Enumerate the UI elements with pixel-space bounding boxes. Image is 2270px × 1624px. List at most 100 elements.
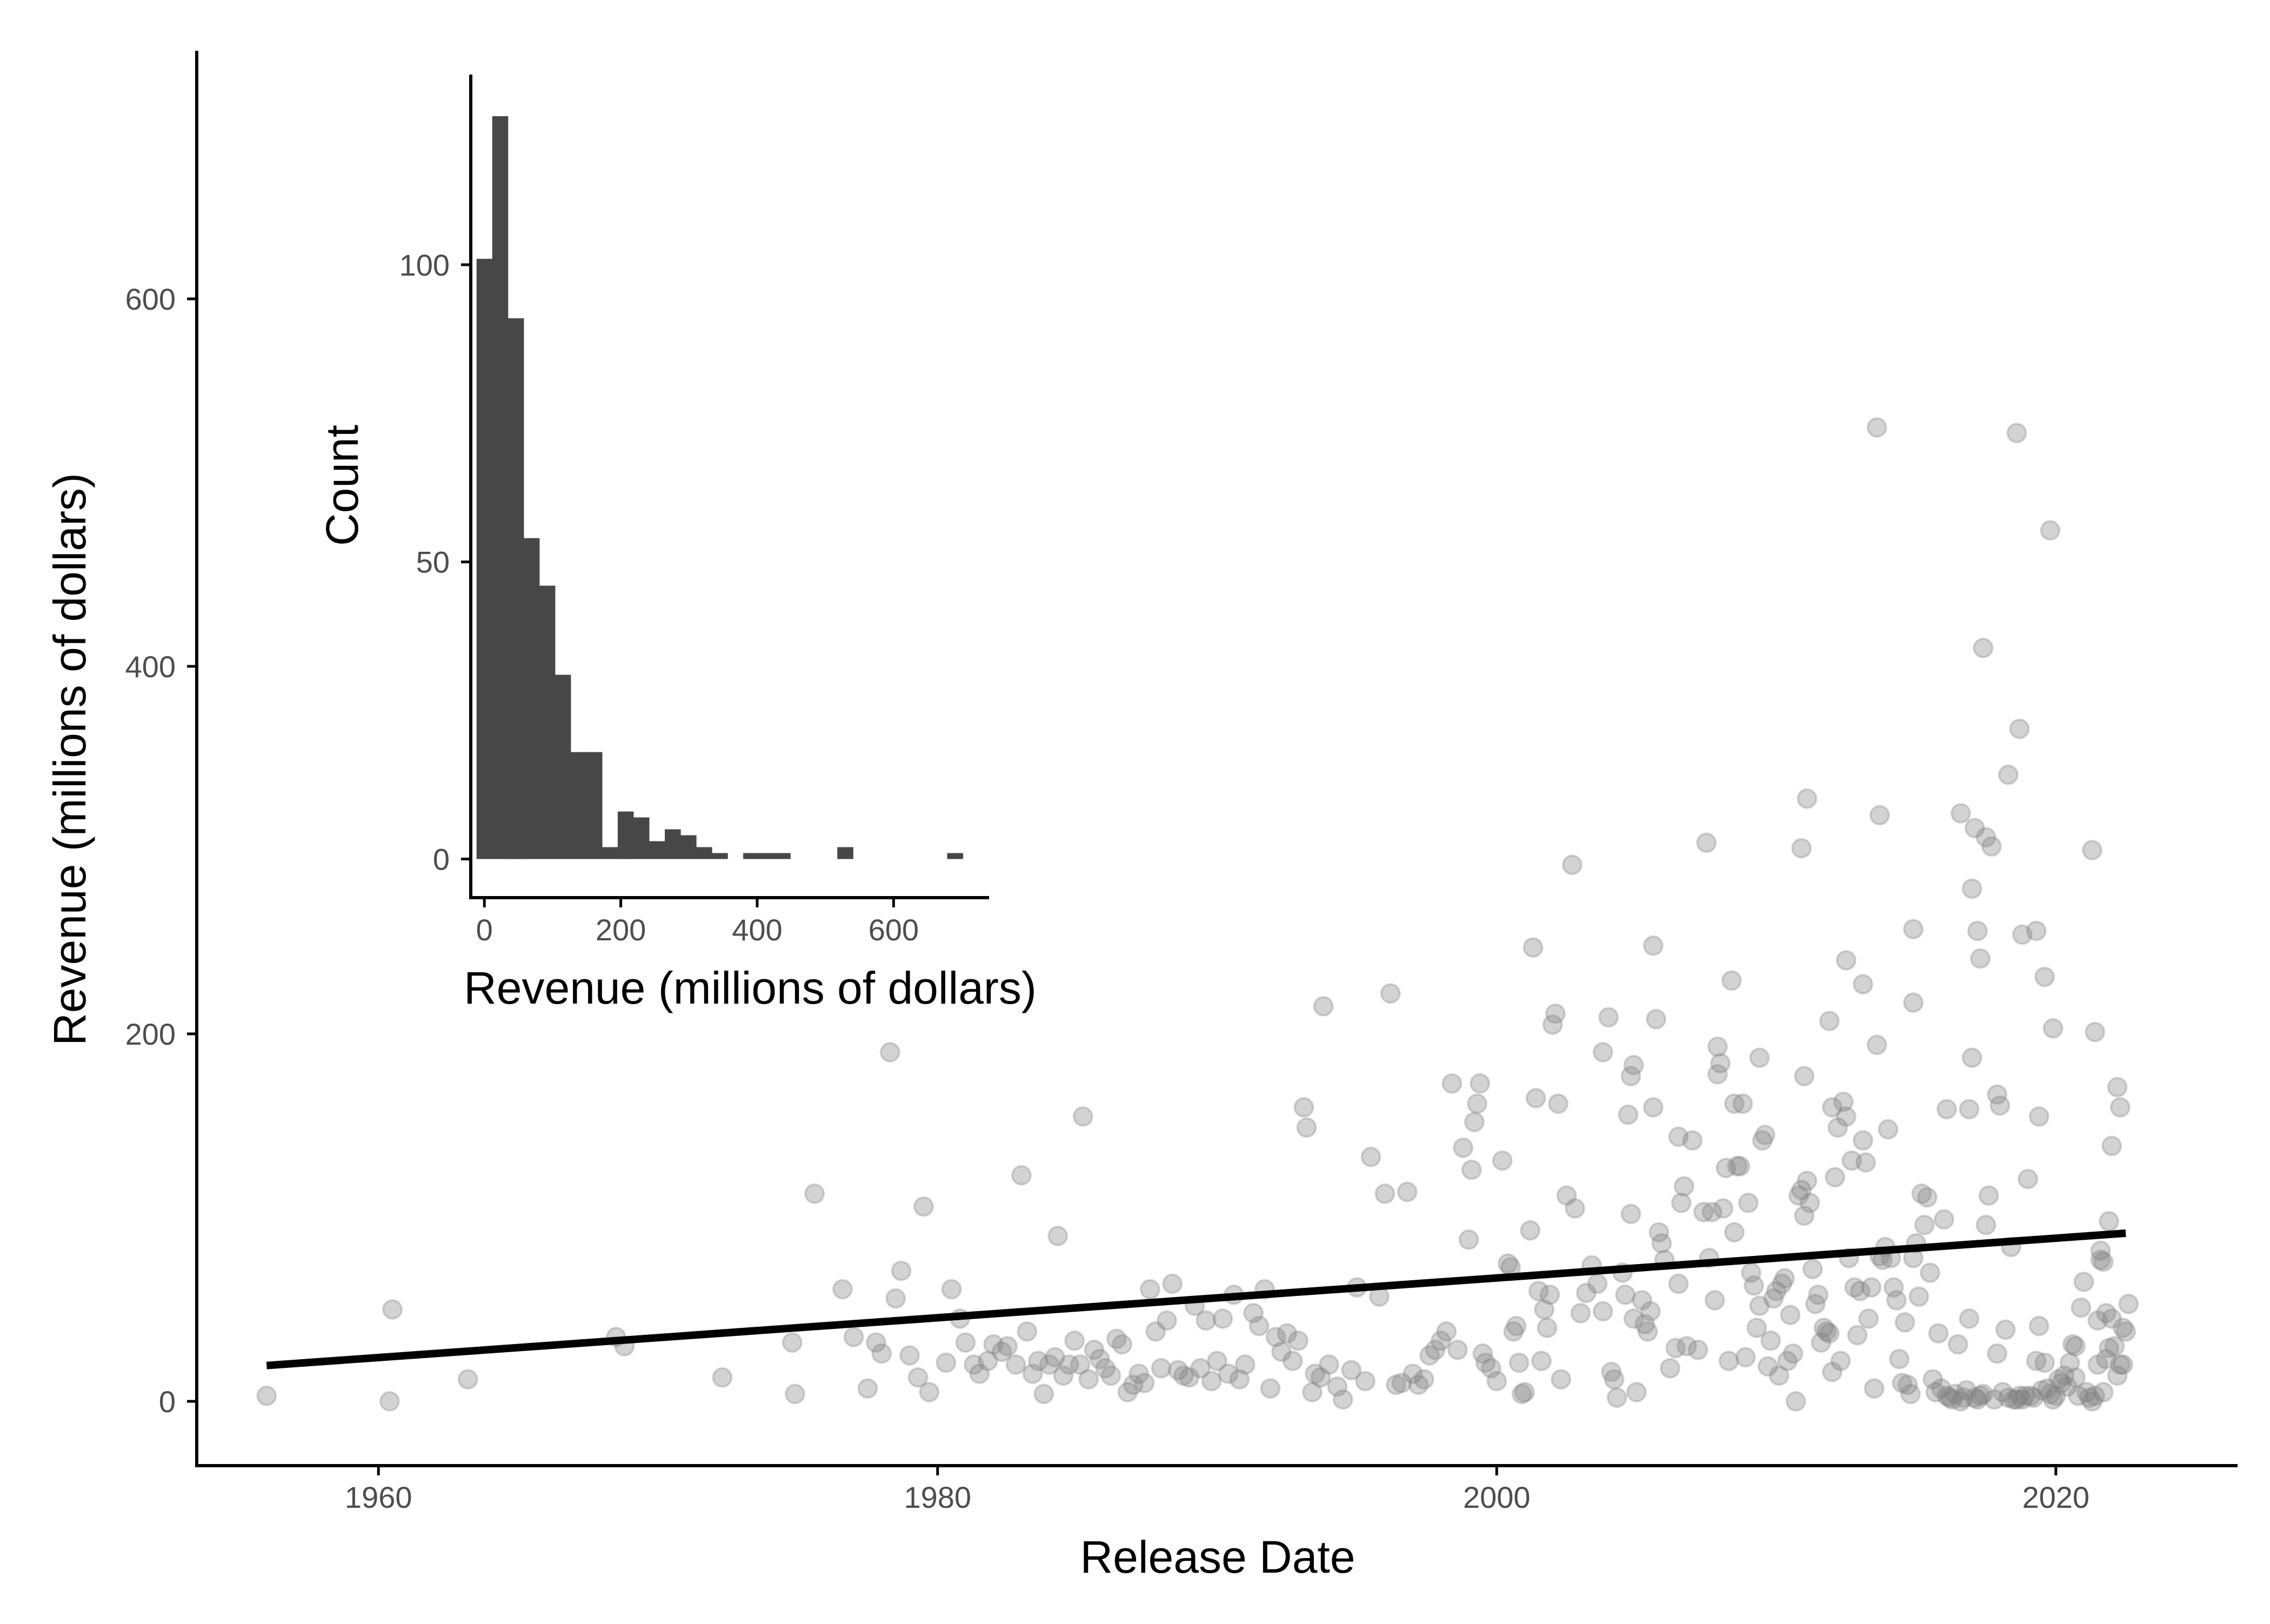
scatter-point [1914, 1214, 1935, 1235]
scatter-point [2093, 1251, 2114, 1272]
scatter-point [2006, 1389, 2027, 1410]
scatter-point [1022, 1364, 1043, 1384]
scatter-point [1754, 1125, 1775, 1145]
main-trend-line [266, 1229, 2126, 1369]
scatter-point [1861, 1277, 1882, 1298]
scatter-point [1632, 1290, 1653, 1311]
scatter-point [1313, 996, 1334, 1017]
scatter-point [1293, 1097, 1314, 1118]
scatter-point [1084, 1339, 1105, 1360]
scatter-point [1749, 1295, 1770, 1316]
scatter-point [1623, 1308, 1644, 1329]
scatter-point [1545, 1003, 1566, 1024]
scatter-point [1707, 1064, 1728, 1085]
scatter-point [1928, 1323, 1949, 1344]
scatter-point [1179, 1367, 1200, 1388]
scatter-point [1785, 1391, 1806, 1412]
inset-x-tick-label: 0 [476, 913, 493, 947]
scatter-point [2109, 1097, 2131, 1118]
scatter-point [1852, 974, 1873, 995]
scatter-point [1467, 1093, 1488, 1114]
scatter-point [2042, 1018, 2064, 1039]
scatter-point [1301, 1382, 1323, 1402]
scatter-point [1766, 1281, 1787, 1301]
scatter-point [1005, 1354, 1026, 1375]
scatter-point [1822, 1361, 1842, 1382]
scatter-point [1640, 1301, 1661, 1322]
scatter-point [1017, 1321, 1038, 1342]
scatter-point [379, 1391, 400, 1412]
scatter-point [1746, 1318, 1767, 1338]
scatter-point [2051, 1373, 2072, 1393]
scatter-point [1047, 1226, 1069, 1246]
scatter-point [1355, 1371, 1376, 1392]
scatter-point [1425, 1339, 1446, 1360]
histogram-bar [492, 116, 509, 859]
scatter-point [1970, 1385, 1991, 1406]
main-scatter-points [256, 417, 2139, 1412]
scatter-point [2076, 1382, 2097, 1402]
scatter-point [1380, 983, 1401, 1004]
scatter-point [1788, 1185, 1809, 1206]
scatter-point [1112, 1334, 1133, 1355]
scatter-point [1070, 1354, 1091, 1375]
scatter-point [1403, 1364, 1424, 1384]
histogram-bar [476, 258, 493, 859]
scatter-point [1794, 1205, 1815, 1226]
scatter-point [1587, 1273, 1608, 1294]
scatter-point [1419, 1345, 1440, 1366]
scatter-point [1598, 1007, 1619, 1028]
histogram-bar [555, 674, 571, 859]
histogram-bar [539, 585, 556, 859]
scatter-point [1277, 1323, 1298, 1344]
scatter-point [1858, 1308, 1879, 1329]
scatter-point [1668, 1126, 1689, 1147]
scatter-point [2095, 1302, 2117, 1324]
scatter-point [1486, 1371, 1507, 1392]
scatter-point [1671, 1192, 1692, 1213]
scatter-point [1808, 1284, 1829, 1305]
scatter-point [1570, 1302, 1591, 1324]
scatter-point [2065, 1336, 2086, 1356]
scatter-point [1911, 1183, 1932, 1204]
scatter-point [1123, 1374, 1144, 1395]
scatter-point [1523, 937, 1544, 958]
histogram-bar [696, 847, 712, 859]
scatter-point [2012, 1389, 2033, 1410]
scatter-point [1243, 1302, 1264, 1324]
scatter-point [1397, 1181, 1418, 1202]
scatter-point [899, 1345, 920, 1366]
scatter-point [991, 1341, 1012, 1362]
scatter-point [1531, 1351, 1552, 1372]
scatter-point [1771, 1273, 1792, 1294]
scatter-point [1953, 1387, 1974, 1408]
scatter-point [1925, 1382, 1946, 1402]
scatter-point [1970, 948, 1991, 969]
inset-y-tick-label: 0 [433, 843, 450, 877]
scatter-point [1758, 1356, 1778, 1377]
scatter-point [1430, 1330, 1451, 1351]
scatter-point [1503, 1321, 1524, 1342]
scatter-point [1078, 1369, 1099, 1390]
scatter-point [1897, 1374, 1918, 1395]
scatter-point [2042, 1389, 2064, 1410]
scatter-point [913, 1196, 934, 1217]
scatter-point [1847, 1325, 1868, 1346]
scatter-point [1967, 920, 1988, 941]
scatter-point [1475, 1352, 1496, 1373]
scatter-point [1799, 1192, 1820, 1213]
scatter-point [1797, 788, 1818, 809]
scatter-point [1866, 417, 1887, 438]
scatter-point [1900, 1384, 1921, 1405]
scatter-point [1816, 1321, 1837, 1342]
scatter-point [1282, 1351, 1303, 1372]
scatter-point [1978, 1185, 1999, 1206]
scatter-point [1162, 1273, 1183, 1294]
scatter-point [1480, 1358, 1501, 1379]
histogram-bar [712, 853, 728, 859]
scatter-point [1677, 1336, 1697, 1356]
scatter-point [2004, 1389, 2025, 1410]
scatter-point [1693, 1201, 1714, 1222]
histogram-bar [743, 853, 759, 859]
